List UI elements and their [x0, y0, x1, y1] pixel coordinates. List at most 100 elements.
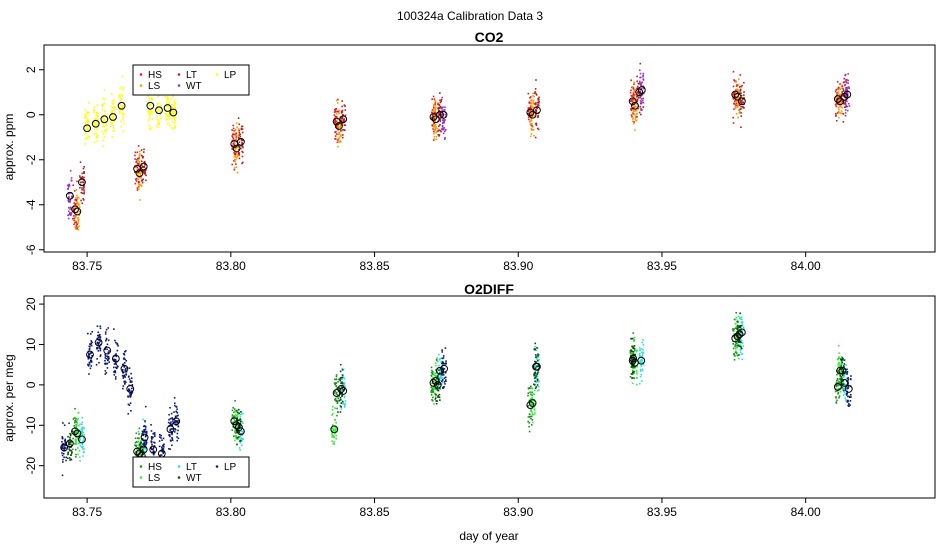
o2diff-cloud-dot	[64, 438, 67, 441]
o2diff-cloud-dot	[435, 387, 437, 390]
co2-cloud-dot	[157, 102, 160, 105]
o2diff-cloud-dot	[842, 379, 845, 382]
o2diff-cloud-dot	[99, 336, 102, 338]
o2diff-cloud-dot	[334, 383, 336, 386]
co2-cloud-dot	[136, 187, 139, 189]
co2-cloud-dot	[156, 118, 159, 120]
co2-cloud-dot	[103, 118, 106, 121]
o2diff-cloud-dot	[737, 326, 739, 329]
co2-cloud-dot	[95, 124, 98, 127]
co2-cloud-dot	[340, 117, 343, 119]
o2diff-cloud-dot	[331, 406, 334, 408]
co2-cloud-dot	[81, 187, 83, 189]
co2-cloud-dot	[233, 155, 236, 158]
co2-cloud-dot	[158, 123, 160, 126]
o2diff-cloud-dot	[171, 444, 173, 447]
co2-cloud-dot	[79, 176, 81, 179]
o2diff-cloud-dot	[106, 359, 109, 362]
co2-cloud-dot	[231, 144, 233, 147]
co2-cloud-dot	[439, 106, 442, 109]
co2-cloud-dot	[121, 112, 123, 115]
co2-cloud-dot	[835, 112, 837, 115]
co2-cloud-dot	[432, 124, 434, 127]
co2-cloud-dot	[836, 80, 839, 83]
o2diff-cloud-dot	[127, 396, 129, 398]
o2diff-cloud-dot	[435, 369, 437, 371]
o2diff-cloud-dot	[88, 345, 91, 348]
o2diff-cloud-dot	[441, 374, 444, 376]
co2-cloud-dot	[531, 112, 534, 115]
o2diff-cloud-dot	[239, 420, 242, 423]
o2diff-cloud-dot	[238, 412, 241, 415]
co2-cloud-dot	[635, 106, 637, 108]
o2diff-cloud-dot	[431, 371, 434, 373]
co2-cloud-dot	[337, 111, 340, 113]
o2diff-cloud-dot	[743, 328, 745, 330]
o2diff-cloud-dot	[104, 333, 107, 335]
co2-xtick-label: 83.75	[72, 259, 102, 273]
o2diff-cloud-dot	[68, 457, 71, 459]
o2diff-cloud-dot	[97, 342, 100, 345]
co2-cloud-dot	[739, 101, 742, 103]
co2-cloud-dot	[123, 87, 125, 89]
co2-cloud-dot	[156, 108, 159, 110]
co2-cloud-dot	[835, 102, 838, 105]
o2diff-cloud-dot	[144, 435, 147, 438]
o2diff-cloud-dot	[841, 370, 844, 373]
co2-cloud-dot	[638, 92, 640, 95]
o2diff-cloud-dot	[536, 358, 539, 361]
o2diff-cloud-dot	[538, 359, 540, 361]
o2diff-cloud-dot	[837, 382, 840, 384]
co2-cloud-dot	[642, 85, 644, 87]
o2diff-cloud-dot	[162, 444, 164, 447]
o2diff-cloud-dot	[82, 437, 85, 439]
co2-cloud-dot	[847, 86, 850, 88]
co2-cloud-dot	[147, 124, 150, 126]
co2-xtick-label: 83.80	[216, 259, 246, 273]
o2diff-cloud-dot	[846, 373, 848, 375]
o2diff-cloud-dot	[83, 427, 85, 430]
co2-cloud-dot	[434, 120, 437, 122]
o2diff-point-lt	[637, 356, 646, 365]
o2diff-cloud-dot	[153, 433, 156, 436]
o2diff-cloud-dot	[738, 340, 741, 343]
o2diff-cloud-dot	[536, 379, 539, 382]
o2diff-cloud-dot	[334, 418, 336, 421]
o2diff-cloud-dot	[236, 411, 239, 414]
o2diff-cloud-dot	[630, 373, 633, 375]
co2-cloud-dot	[74, 227, 77, 229]
co2-cloud-dot	[97, 126, 99, 129]
co2-cloud-dot	[637, 107, 639, 110]
co2-cloud-dot	[231, 135, 233, 137]
o2diff-cloud-dot	[235, 421, 237, 424]
o2diff-cloud-dot	[438, 369, 440, 371]
co2-cloud-dot	[444, 106, 446, 109]
co2-xtick-label: 83.95	[647, 259, 677, 273]
o2diff-cloud-dot	[90, 365, 93, 367]
co2-cloud-dot	[81, 175, 84, 178]
co2-cloud-dot	[846, 91, 849, 94]
o2diff-point-ls	[836, 366, 845, 375]
co2-cloud-dot	[138, 161, 141, 164]
o2diff-cloud-dot	[167, 421, 170, 424]
co2-cloud-dot	[233, 147, 236, 150]
o2diff-cloud-dot	[735, 341, 737, 344]
co2-cloud-dot	[740, 115, 743, 117]
o2diff-cloud-dot	[341, 400, 344, 403]
co2-cloud-dot	[135, 180, 138, 182]
co2-cloud-dot	[173, 101, 176, 104]
o2diff-cloud-dot	[145, 434, 147, 437]
o2diff-cloud-dot	[341, 378, 344, 380]
co2-cloud-dot	[431, 109, 434, 111]
o2diff-cloud-dot	[533, 403, 536, 405]
co2-cloud-dot	[634, 129, 636, 131]
o2diff-cloud-dot	[74, 416, 77, 419]
co2-cloud-dot	[170, 126, 173, 129]
co2-cloud-dot	[78, 214, 81, 216]
o2diff-cloud-dot	[527, 420, 529, 423]
o2diff-cloud-dot	[437, 389, 439, 392]
co2-cloud-dot	[168, 115, 170, 118]
co2-cloud-dot	[343, 124, 346, 126]
o2diff-cloud-dot	[531, 421, 534, 424]
o2diff-cloud-dot	[124, 350, 126, 353]
